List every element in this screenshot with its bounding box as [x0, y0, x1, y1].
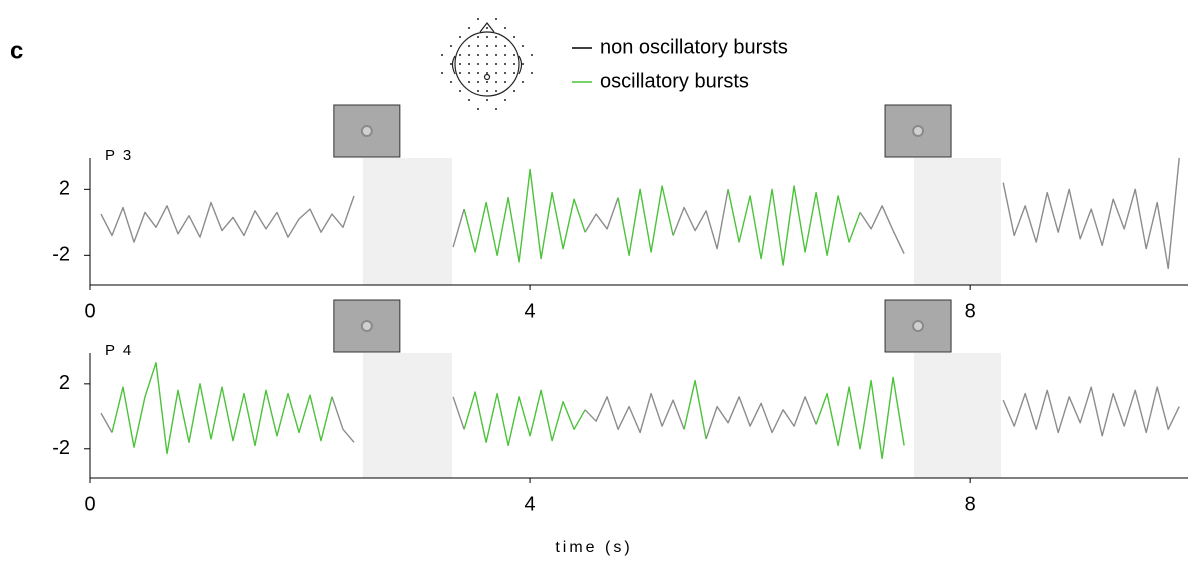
subplot-title: P 3 [105, 147, 133, 164]
electrode [468, 45, 470, 47]
electrode [513, 90, 515, 92]
electrode [486, 54, 488, 56]
trace [111, 362, 905, 460]
electrode [468, 54, 470, 56]
head-icon [451, 22, 523, 97]
electrode [495, 18, 497, 20]
electrode [504, 27, 506, 29]
panel-label: c [10, 37, 23, 64]
trace [463, 168, 861, 266]
electrode [522, 45, 524, 47]
electrode [513, 63, 515, 65]
stimulus-target [912, 320, 925, 332]
electrode [522, 63, 524, 65]
shaded-region [362, 353, 452, 478]
electrode [486, 90, 488, 92]
electrode [495, 36, 497, 38]
electrode [513, 72, 515, 74]
electrode [504, 81, 506, 83]
trace [100, 386, 1180, 443]
electrode [459, 63, 461, 65]
x-tick-label: 4 [525, 300, 536, 322]
electrode [450, 81, 452, 83]
y-tick-label: 2 [59, 178, 70, 200]
electrode [477, 54, 479, 56]
electrode [486, 72, 488, 74]
electrode [495, 63, 497, 65]
electrode [459, 90, 461, 92]
shaded-region [914, 353, 1001, 478]
shaded-region [914, 158, 1001, 285]
electrode [450, 45, 452, 47]
electrode-dots [441, 18, 533, 110]
electrode [486, 81, 488, 83]
electrode [459, 36, 461, 38]
electrode [504, 63, 506, 65]
electrode [504, 45, 506, 47]
electrode [441, 72, 443, 74]
x-tick-label: 0 [84, 300, 95, 322]
electrode [504, 54, 506, 56]
electrode [468, 81, 470, 83]
electrode [486, 63, 488, 65]
electrode [486, 99, 488, 101]
electrode [477, 90, 479, 92]
electrode [495, 90, 497, 92]
x-tick-label: 0 [84, 493, 95, 515]
y-tick-label: -2 [52, 244, 70, 266]
stimulus-target [360, 125, 373, 137]
y-tick-label: -2 [52, 437, 70, 459]
subplot-title: P 4 [105, 342, 133, 359]
electrode [495, 72, 497, 74]
electrode [513, 36, 515, 38]
electrode [468, 27, 470, 29]
x-tick-label: 8 [965, 300, 976, 322]
electrode [495, 81, 497, 83]
electrode [477, 45, 479, 47]
x-tick-label: 4 [525, 493, 536, 515]
legend-label: non oscillatory bursts [600, 36, 788, 58]
electrode [477, 108, 479, 110]
legend-label: oscillatory bursts [600, 70, 749, 92]
electrode [495, 45, 497, 47]
electrode [459, 72, 461, 74]
electrode [513, 54, 515, 56]
electrode [477, 36, 479, 38]
stimulus-target [360, 320, 373, 332]
electrode [486, 45, 488, 47]
x-tick-label: 8 [965, 493, 976, 515]
electrode [477, 72, 479, 74]
electrode [531, 72, 533, 74]
electrode [531, 54, 533, 56]
electrode [477, 63, 479, 65]
electrode [468, 72, 470, 74]
y-tick-label: 2 [59, 372, 70, 394]
shaded-region [362, 158, 452, 285]
electrode [504, 72, 506, 74]
trace [100, 157, 1180, 270]
stimulus-target [912, 125, 925, 137]
electrode [450, 63, 452, 65]
electrode [468, 63, 470, 65]
electrode [504, 99, 506, 101]
electrode [522, 81, 524, 83]
electrode [495, 54, 497, 56]
electrode [459, 54, 461, 56]
electrode [477, 18, 479, 20]
electrode [468, 99, 470, 101]
electrode [486, 36, 488, 38]
electrode [495, 108, 497, 110]
x-axis-label: time (s) [555, 539, 632, 556]
electrode [477, 81, 479, 83]
electrode [441, 54, 443, 56]
electrode [486, 27, 488, 29]
legend: non oscillatory bursts oscillatory bursts [572, 36, 788, 92]
